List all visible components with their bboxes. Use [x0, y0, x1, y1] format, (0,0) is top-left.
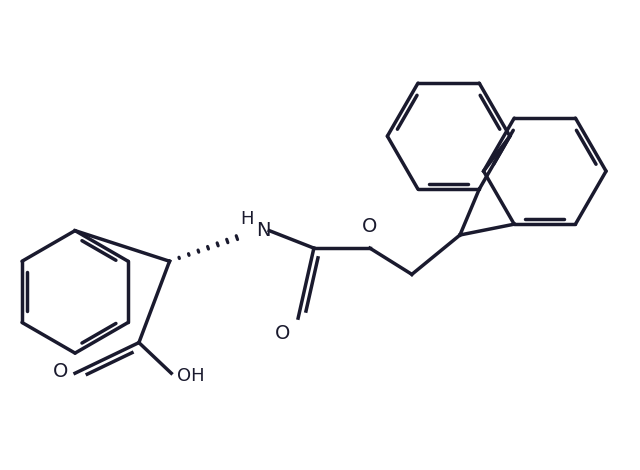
Text: O: O	[52, 362, 68, 381]
Text: O: O	[362, 217, 378, 236]
Text: N: N	[256, 221, 270, 240]
Text: H: H	[241, 210, 254, 228]
Text: OH: OH	[177, 367, 204, 385]
Text: O: O	[275, 324, 290, 344]
